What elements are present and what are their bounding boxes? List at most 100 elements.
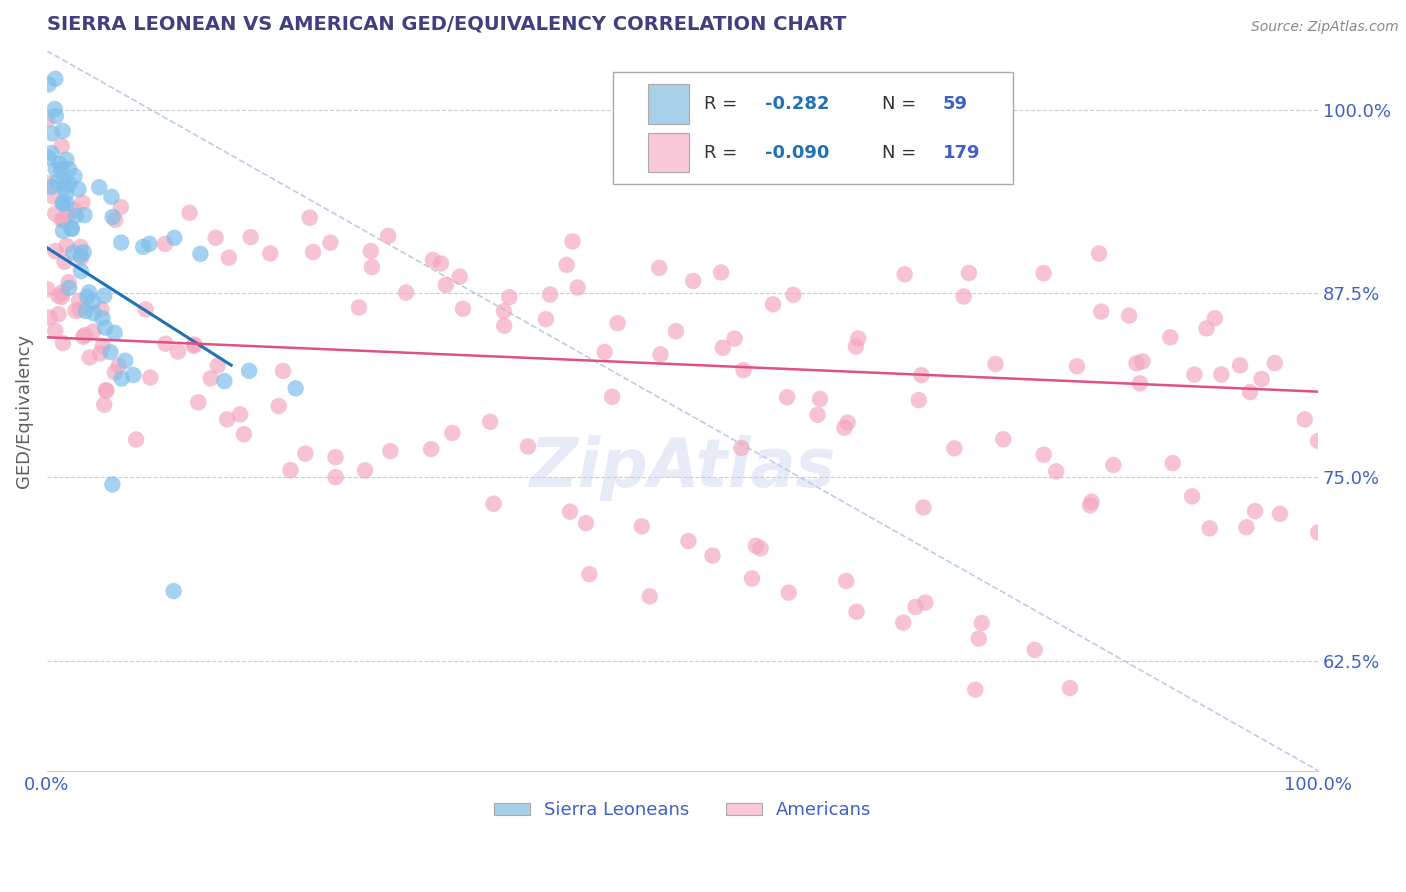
Point — [1059, 681, 1081, 695]
Point — [200, 371, 222, 385]
Point — [1078, 498, 1101, 512]
Point — [89, 180, 111, 194]
Point — [267, 399, 290, 413]
Point — [239, 230, 262, 244]
Point — [65, 209, 87, 223]
Point — [52, 195, 75, 210]
Point — [44, 102, 66, 116]
Point — [912, 500, 935, 515]
Point — [259, 246, 281, 260]
Point — [1161, 456, 1184, 470]
Point — [441, 425, 464, 440]
Point — [75, 304, 97, 318]
Point — [51, 212, 73, 227]
Point — [967, 632, 990, 646]
Point — [110, 200, 132, 214]
Point — [69, 240, 91, 254]
Point — [835, 574, 858, 588]
Point — [75, 328, 97, 343]
Text: 179: 179 — [943, 144, 980, 161]
Point — [325, 450, 347, 465]
Point — [38, 151, 60, 165]
Point — [430, 256, 453, 270]
Point — [41, 127, 63, 141]
Point — [782, 287, 804, 301]
Point — [110, 235, 132, 250]
Point — [492, 304, 515, 318]
Point — [94, 383, 117, 397]
Point — [1088, 246, 1111, 260]
Point — [153, 236, 176, 251]
Point — [1032, 266, 1054, 280]
Point — [741, 571, 763, 585]
Point — [1118, 309, 1140, 323]
Point — [678, 534, 700, 549]
Point — [665, 324, 688, 338]
Point — [96, 384, 118, 398]
Point — [711, 341, 734, 355]
Point — [710, 265, 733, 279]
Point — [846, 331, 869, 345]
Point — [58, 275, 80, 289]
Point — [1024, 643, 1046, 657]
Point — [49, 162, 72, 177]
Point — [420, 442, 443, 456]
Point — [76, 290, 98, 304]
Point — [600, 390, 623, 404]
Point — [494, 318, 516, 333]
Point — [89, 346, 111, 360]
Point — [749, 541, 772, 556]
Point — [1080, 495, 1102, 509]
Point — [100, 190, 122, 204]
Point — [51, 139, 73, 153]
Point — [72, 195, 94, 210]
Point — [55, 153, 77, 167]
Point — [190, 247, 212, 261]
Point — [1250, 372, 1272, 386]
Legend: Sierra Leoneans, Americans: Sierra Leoneans, Americans — [486, 794, 879, 827]
Point — [904, 599, 927, 614]
Point — [35, 112, 58, 127]
Point — [69, 302, 91, 317]
Point — [37, 282, 59, 296]
Point — [891, 615, 914, 630]
Point — [1125, 356, 1147, 370]
Point — [561, 235, 583, 249]
FancyBboxPatch shape — [648, 84, 689, 124]
Point — [910, 368, 932, 383]
Point — [630, 519, 652, 533]
Point — [638, 590, 661, 604]
Point — [55, 238, 77, 252]
Point — [1308, 525, 1330, 540]
Text: N =: N = — [882, 144, 922, 161]
Text: ZipAtlas: ZipAtlas — [530, 435, 835, 501]
Point — [984, 357, 1007, 371]
Point — [965, 682, 987, 697]
Point — [1045, 464, 1067, 478]
Point — [1211, 368, 1233, 382]
Point — [806, 408, 828, 422]
Point — [52, 124, 75, 138]
Point — [482, 497, 505, 511]
Point — [91, 339, 114, 353]
Point — [111, 371, 134, 385]
FancyBboxPatch shape — [613, 72, 1014, 184]
Point — [1236, 520, 1258, 534]
Point — [449, 269, 471, 284]
Point — [893, 268, 915, 282]
Point — [377, 228, 399, 243]
Point — [361, 260, 384, 274]
Point — [993, 432, 1015, 446]
Point — [58, 281, 80, 295]
Point — [1184, 368, 1206, 382]
Point — [218, 251, 240, 265]
Point — [125, 433, 148, 447]
Point — [101, 477, 124, 491]
Point — [101, 210, 124, 224]
Point — [122, 368, 145, 382]
Point — [70, 251, 93, 265]
Point — [1264, 356, 1286, 370]
Point — [67, 182, 90, 196]
Point — [58, 162, 80, 177]
Point — [60, 222, 83, 236]
